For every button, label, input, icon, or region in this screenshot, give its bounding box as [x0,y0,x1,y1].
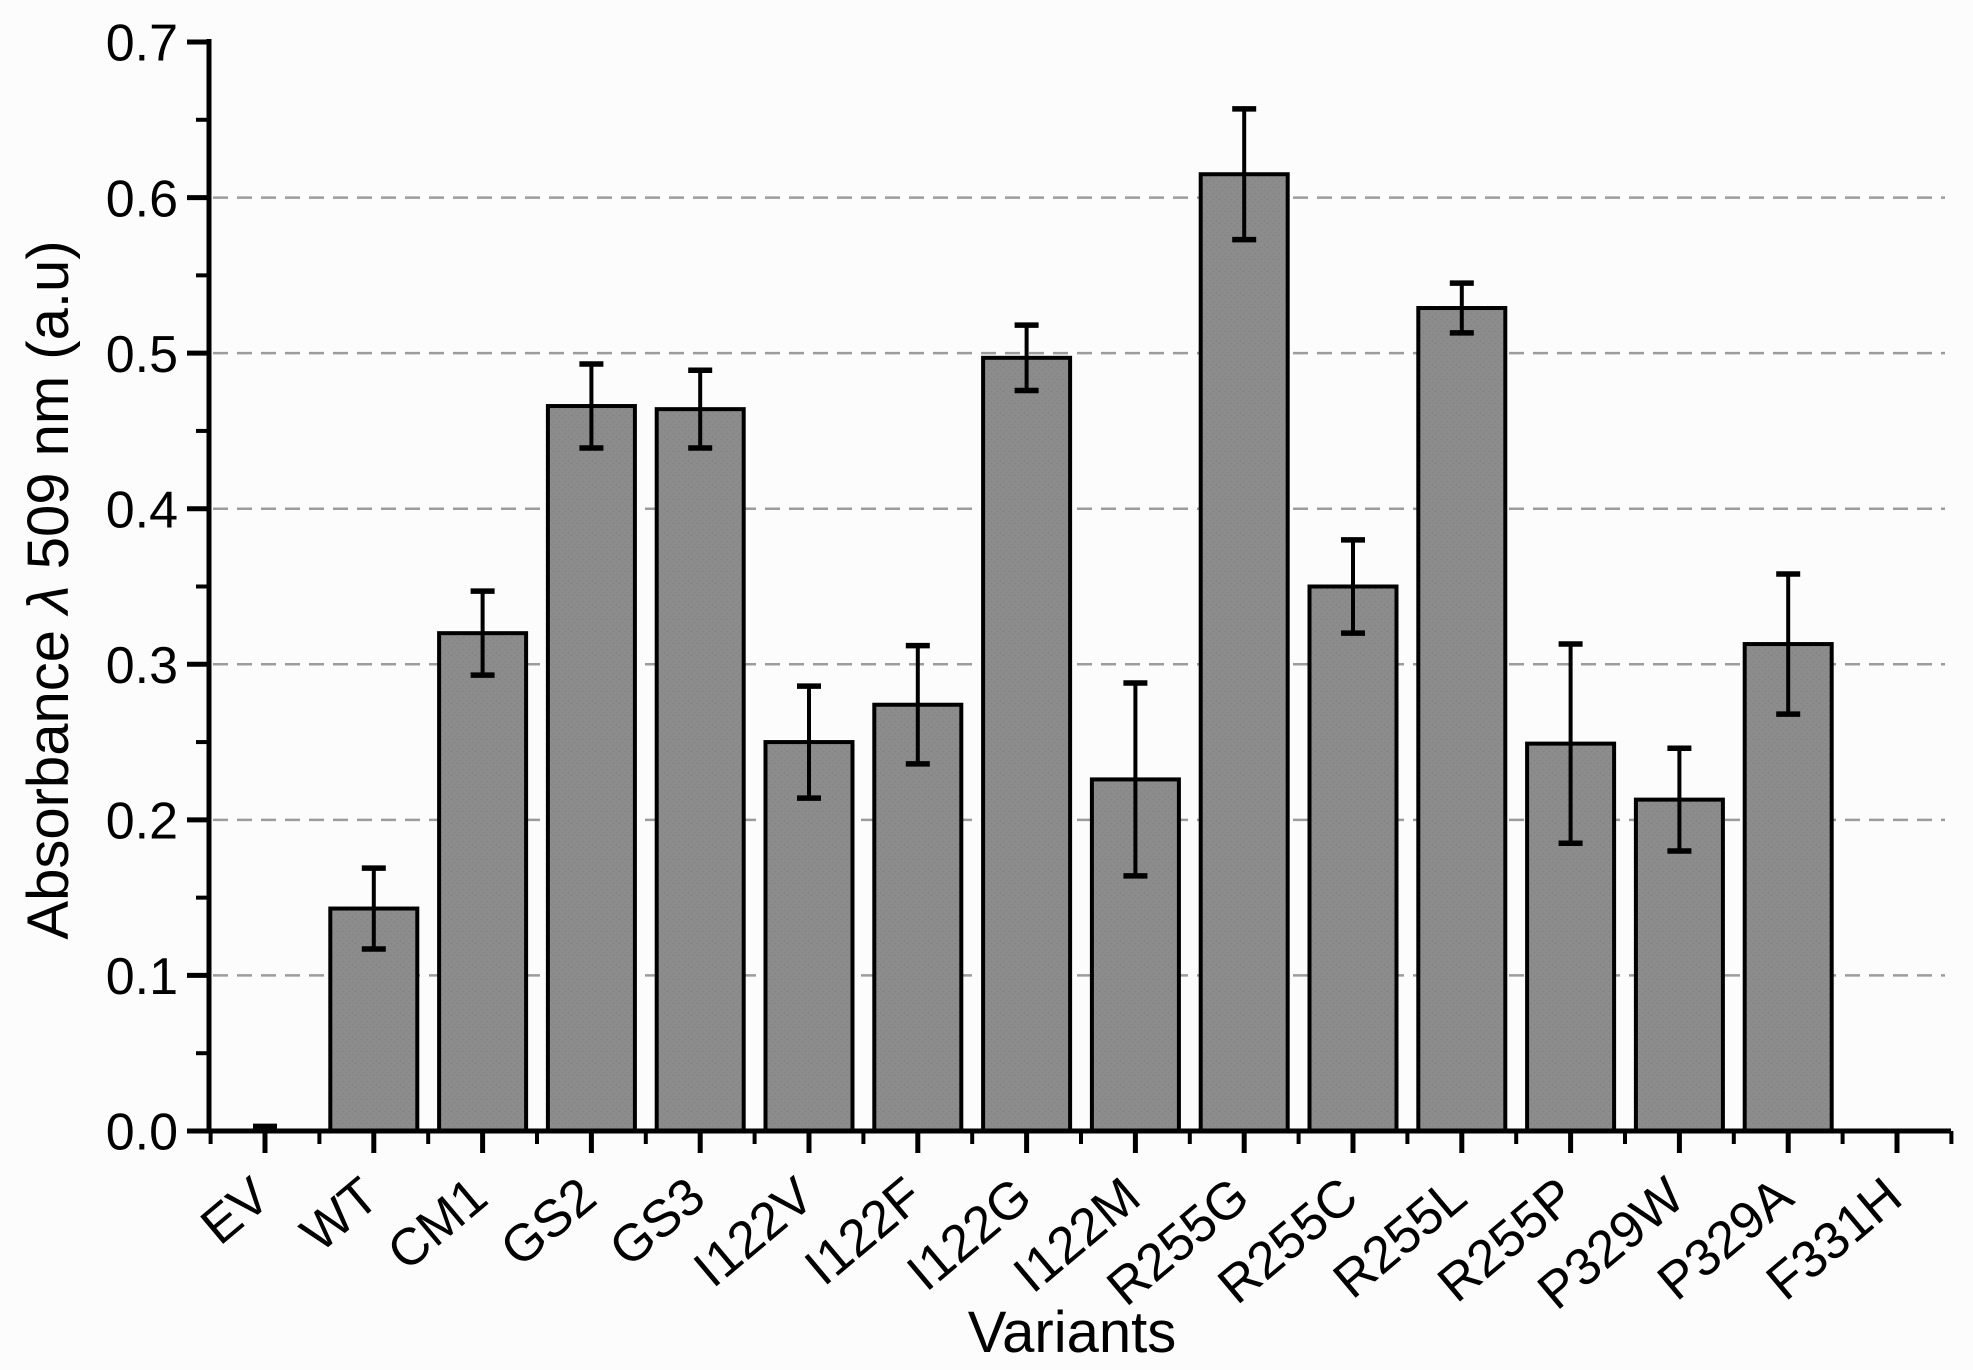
bar-gs3 [654,407,746,1133]
error-bar-cm1 [470,588,495,678]
error-bar-i122v [797,683,821,801]
error-bar-p329a [1776,571,1801,717]
bar-r255l [1416,306,1508,1133]
x-tick-label-ev: EV [190,1167,281,1256]
error-bar-wt [361,865,386,952]
y-tick-label: 0.4 [106,481,178,539]
x-tick-label-cm1: CM1 [377,1167,498,1282]
error-bar-i122m [1123,680,1148,879]
bar-cm1 [437,631,529,1134]
x-tick-label-wt: WT [290,1167,389,1263]
x-tick-labels: EV WTCM1GS2GS3I122VI122FI122GI122MR255GR2… [190,1167,1912,1321]
error-bar-r255g [1232,106,1257,243]
y-tick-label: 0.1 [106,948,178,1006]
bar-r255g [1198,172,1290,1133]
y-ticks [187,39,209,1134]
y-tick-label: 0.3 [106,637,178,695]
x-ticks [208,1131,1954,1153]
bar-gs2 [545,404,637,1133]
x-tick-label-i122v: I122V [683,1167,825,1299]
error-bar-r255l [1449,280,1474,336]
error-bar-gs3 [688,367,713,451]
bar-p329w [1633,797,1725,1134]
y-tick-label: 0.6 [106,170,178,228]
x-tick-label-gs2: GS2 [490,1167,607,1278]
error-bar-gs2 [579,361,604,451]
error-bar-r255p [1558,641,1583,846]
y-tick-label: 0.5 [106,326,178,384]
x-tick-label-i122g: I122G [897,1167,1043,1302]
error-bar-i122f [905,642,930,767]
bar-r255c [1307,584,1399,1133]
error-bar-p329w [1667,745,1692,854]
y-tick-label: 0.0 [106,1104,178,1162]
y-tick-label: 0.7 [106,15,178,73]
bar-i122v [763,740,855,1133]
y-tick-labels: 0.0 0.1 0.2 0.3 0.4 0.5 0.6 0.7 [106,15,178,1162]
bar-i122g [981,355,1073,1133]
bar-p329a [1742,642,1834,1133]
bars [328,172,1834,1134]
error-bar-i122g [1014,322,1039,394]
error-bars [253,106,1801,1131]
y-tick-label: 0.2 [106,793,178,851]
lambda-symbol: λ [16,585,81,617]
bar-i122f [872,702,964,1134]
error-bar-r255c [1341,537,1365,636]
y-axis-title: Absorbance λ 509 nm (a.u) [16,240,81,939]
x-axis-title: Variants [968,1300,1176,1365]
